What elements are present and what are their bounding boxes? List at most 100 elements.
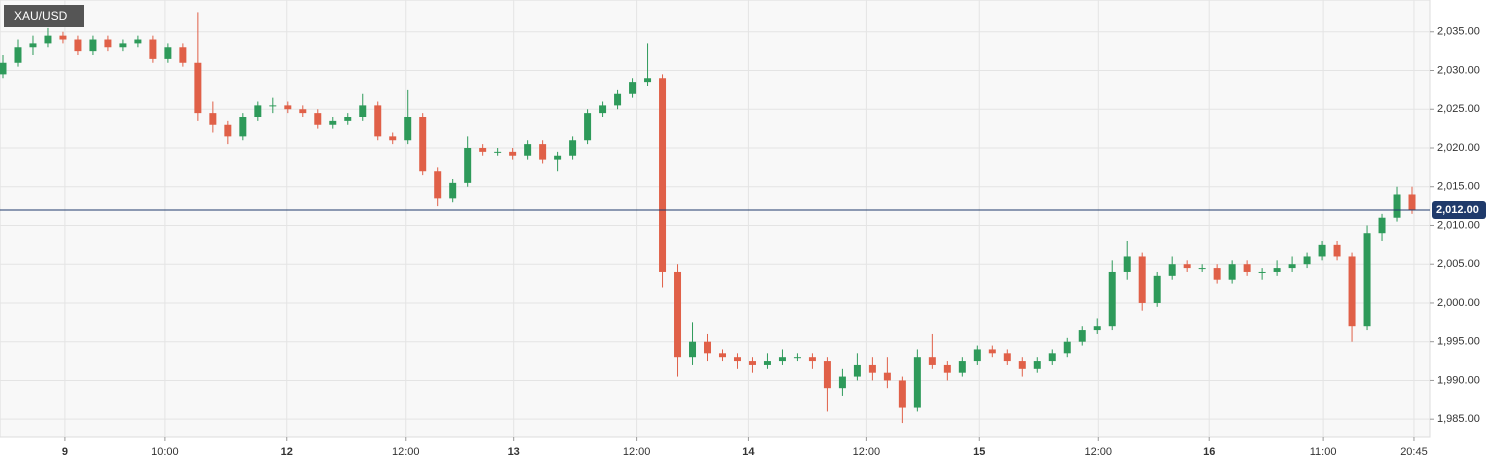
x-tick-label: 15 (973, 446, 985, 458)
candle-body (464, 147, 472, 183)
chart-title: XAU/USD (14, 9, 68, 23)
candle-body (748, 361, 756, 365)
candle-body (14, 47, 22, 63)
y-tick-label: 2,030.00 (1437, 64, 1480, 76)
candle-body (1333, 244, 1341, 257)
y-tick-label: 2,035.00 (1437, 26, 1480, 38)
candle-body (629, 82, 637, 94)
candle-body (1183, 264, 1191, 269)
candle-body (853, 364, 861, 377)
candle-body (329, 120, 337, 125)
candle-body (689, 341, 697, 358)
candle-body (763, 361, 771, 365)
y-tick-label: 1,990.00 (1437, 374, 1480, 386)
x-tick-label: 11:00 (1310, 446, 1337, 458)
candle-body (1378, 217, 1386, 234)
candle-body (239, 116, 247, 137)
candle-body (1198, 268, 1206, 270)
candles (0, 12, 1416, 424)
candle-body (1108, 271, 1116, 327)
candle-body (808, 357, 816, 362)
candle-body (823, 361, 831, 389)
candle-body (59, 35, 67, 40)
x-tick-label: 14 (742, 446, 755, 458)
candle-body (119, 43, 127, 48)
candle-body (973, 349, 981, 362)
candle-body (1063, 341, 1071, 354)
candle-body (793, 357, 801, 359)
candle-body (179, 47, 187, 63)
candle-body (314, 113, 322, 125)
candle-body (704, 341, 712, 354)
candle-body (838, 376, 846, 389)
candle-body (674, 271, 682, 358)
candle-body (599, 105, 607, 114)
candle-body (1273, 268, 1281, 272)
plot-area (0, 0, 1431, 438)
y-tick-label: 2,005.00 (1437, 258, 1480, 270)
y-tick-label: 2,010.00 (1437, 219, 1480, 231)
overlay: 2,012.00 (0, 200, 1486, 219)
candle-body (584, 113, 592, 141)
candle-body (494, 151, 502, 153)
candle-body (659, 78, 667, 272)
candle-body (104, 39, 112, 48)
candle-body (1168, 264, 1176, 276)
x-tick-label: 12:00 (623, 446, 651, 458)
candle-body (1138, 256, 1146, 303)
last-price-box (1432, 200, 1486, 219)
candle-body (209, 113, 217, 125)
candle-body (1018, 361, 1026, 369)
candle-body (988, 349, 996, 354)
candle-body (554, 155, 562, 160)
candle-body (419, 116, 427, 172)
candle-body (958, 361, 966, 373)
candle-body (778, 357, 786, 362)
candle-body (434, 171, 442, 199)
x-tick-label: 13 (508, 446, 520, 458)
candle-body (194, 62, 202, 114)
y-tick-label: 2,020.00 (1437, 142, 1480, 154)
candle-body (149, 39, 157, 59)
y-tick-label: 2,000.00 (1437, 297, 1480, 309)
candle-body (0, 62, 7, 75)
candle-body (733, 357, 741, 362)
candle-body (359, 105, 367, 117)
x-tick-label: 16 (1203, 446, 1215, 458)
candle-body (644, 78, 652, 83)
candle-body (898, 380, 906, 408)
candle-body (269, 105, 277, 107)
candle-body (44, 35, 52, 44)
x-tick-label: 12:00 (1085, 446, 1113, 458)
candle-body (479, 147, 487, 152)
candle-body (1093, 326, 1101, 331)
candle-body (943, 364, 951, 373)
candle-body (1003, 353, 1011, 362)
x-tick-label: 10:00 (151, 446, 179, 458)
candle-body (868, 364, 876, 373)
candle-body (1228, 264, 1236, 280)
candle-body (928, 357, 936, 365)
candle-body (913, 357, 921, 408)
candle-body (1033, 361, 1041, 369)
candle-body (883, 372, 891, 381)
y-tick-label: 1,995.00 (1437, 336, 1480, 348)
candle-body (1078, 330, 1086, 342)
candle-body (89, 39, 97, 52)
candle-body (389, 136, 397, 141)
title-box (4, 5, 84, 27)
y-tick-label: 2,015.00 (1437, 181, 1480, 193)
candle-body (134, 39, 142, 44)
candle-body (1123, 256, 1131, 272)
candle-body (1363, 233, 1371, 327)
candle-body (1303, 256, 1311, 265)
candle-body (344, 116, 352, 121)
candle-body (224, 124, 232, 137)
candle-body (1393, 194, 1401, 218)
candle-body (1243, 264, 1251, 272)
candle-body (1213, 268, 1221, 280)
candle-body (1153, 275, 1161, 303)
candle-body (1258, 271, 1266, 273)
x-tick-label: 12 (281, 446, 293, 458)
